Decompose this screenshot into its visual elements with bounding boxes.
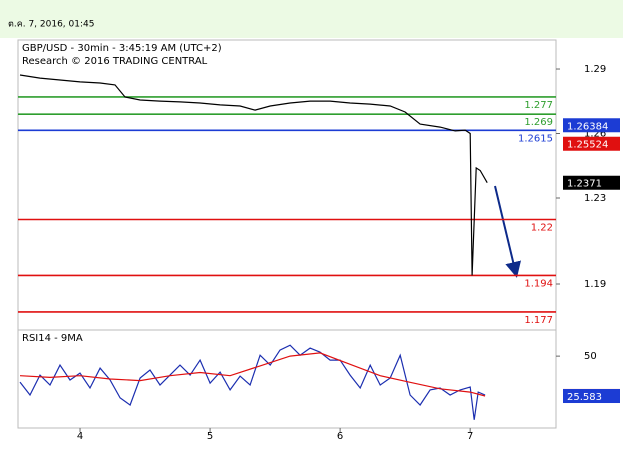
price-marker — [563, 136, 620, 151]
x-tick-label: 7 — [467, 431, 473, 442]
panel-title: GBP/USD - 30min - 3:45:19 AM (UTC+2) — [22, 43, 222, 54]
panel-frame — [17, 329, 557, 429]
price-marker — [563, 389, 620, 404]
x-tick-label: 5 — [207, 431, 213, 442]
level-label: 1.269 — [524, 117, 553, 128]
price-marker — [563, 175, 620, 190]
y-tick-label: 50 — [584, 351, 597, 362]
price-marker-label: 1.2371 — [567, 179, 602, 190]
y-tick-label: 1.26 — [584, 129, 606, 140]
price-marker-label: 25.583 — [567, 392, 602, 403]
price-marker — [563, 118, 620, 133]
x-tick-label: 6 — [337, 431, 343, 442]
y-tick-label: 1.23 — [584, 193, 606, 204]
x-tick-label: 4 — [77, 431, 83, 442]
series-line — [19, 344, 486, 420]
level-label: 1.22 — [531, 223, 553, 234]
price-marker-label: 1.26384 — [567, 121, 608, 132]
panel-subtitle: Research © 2016 TRADING CENTRAL — [22, 56, 208, 67]
level-label: 1.177 — [524, 315, 553, 326]
series-line — [19, 74, 488, 276]
y-tick-label: 1.19 — [584, 279, 606, 290]
level-label: 1.2615 — [518, 133, 553, 144]
forecast-arrow — [494, 185, 521, 278]
header-date: ต.ค. 7, 2016, 01:45 — [8, 20, 94, 30]
header-bar — [0, 0, 623, 38]
y-tick-label: 1.29 — [584, 64, 606, 75]
level-label: 1.194 — [524, 278, 553, 289]
series-line — [19, 352, 486, 397]
panel-title: RSI14 - 9MA — [22, 333, 83, 344]
level-label: 1.277 — [524, 100, 553, 111]
price-marker-label: 1.25524 — [567, 140, 608, 151]
